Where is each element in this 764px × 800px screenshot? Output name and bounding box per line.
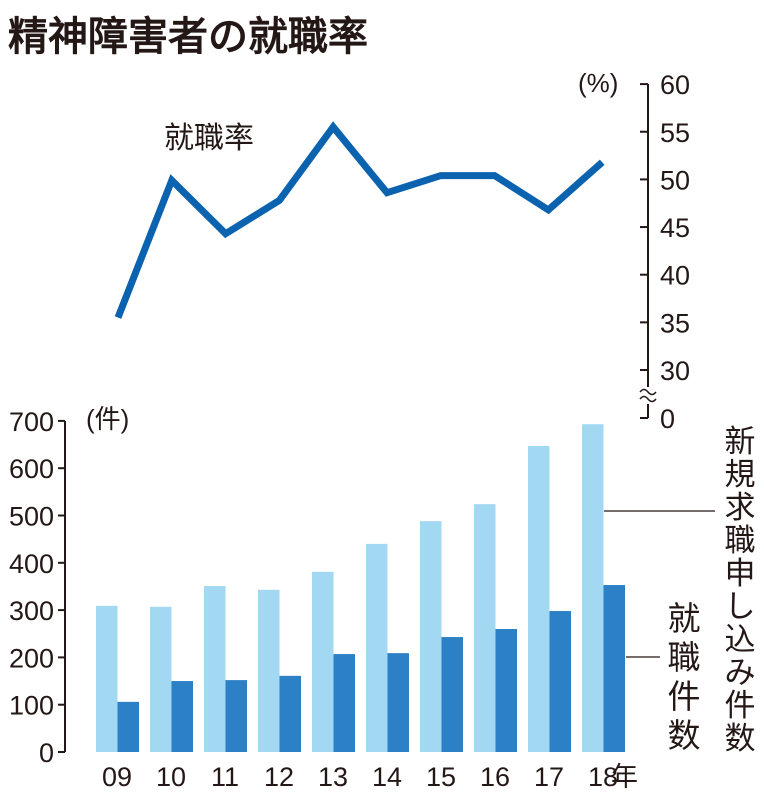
line-y-tick-label: 0: [660, 404, 675, 434]
chart-title: 精神障害者の就職率: [8, 15, 368, 59]
bar-applications: [474, 504, 496, 752]
axis-break-icon: [639, 388, 657, 403]
legend-applications-char: し: [725, 589, 756, 624]
legend-applications-char: 込: [725, 622, 756, 657]
legend-applications-char: 数: [725, 721, 756, 756]
bar-y-tick-label: 300: [9, 596, 54, 626]
line-y-tick-label: 60: [660, 70, 690, 100]
bar-y-tick-label: 500: [9, 502, 54, 532]
x-tick-label: 11: [211, 762, 239, 792]
legend-employment-char: 職: [668, 639, 701, 676]
line-y-tick-label: 40: [660, 261, 690, 291]
x-tick-label: 14: [372, 762, 402, 792]
legend-applications-char: 規: [725, 457, 756, 492]
legend-employment-char: 数: [668, 717, 701, 754]
bar-y-tick-label: 600: [9, 454, 54, 484]
bar-employment: [333, 654, 355, 752]
bar-applications: [366, 543, 388, 752]
line-y-tick-label: 35: [660, 308, 690, 338]
legend-applications-char: 職: [725, 523, 756, 558]
employment-rate-line: [114, 121, 605, 319]
line-y-tick-label: 30: [660, 356, 690, 386]
bar-employment: [387, 653, 409, 752]
bar-applications: [528, 445, 550, 752]
x-tick-label: 12: [264, 762, 294, 792]
bar-y-tick-label: 700: [9, 407, 54, 437]
bar-y-tick-label: 200: [9, 643, 54, 673]
bar-applications: [420, 521, 442, 752]
legend-applications-char: 件: [725, 688, 756, 723]
bar-employment: [171, 681, 193, 752]
bar-unit-label: (件): [86, 404, 129, 434]
legend-applications-char: 求: [725, 490, 756, 525]
bar-applications: [96, 605, 118, 752]
bar-employment: [495, 629, 517, 752]
x-tick-label: 18: [588, 762, 618, 792]
bar-applications: [204, 585, 226, 752]
x-tick-label: 16: [480, 762, 510, 792]
x-tick-label: 10: [156, 762, 186, 792]
x-tick-label: 17: [534, 762, 564, 792]
bar-applications: [258, 589, 280, 752]
bar-applications: [312, 571, 334, 752]
bar-employment: [441, 637, 463, 752]
line-unit-label: (%): [578, 68, 618, 98]
bar-applications: [582, 424, 604, 752]
bar-employment: [603, 585, 625, 752]
bar-y-tick-label: 0: [39, 738, 54, 768]
line-y-tick-label: 45: [660, 213, 690, 243]
legend-employment-char: 件: [668, 678, 701, 715]
line-y-tick-label: 55: [660, 118, 690, 148]
x-tick-label: 13: [318, 762, 348, 792]
bar-employment: [117, 701, 139, 752]
legend-applications-char: 新: [725, 424, 756, 459]
line-series-label: 就職率: [164, 122, 254, 155]
bar-employment: [225, 680, 247, 752]
x-suffix-label: 年: [611, 762, 638, 792]
bar-employment: [279, 675, 301, 752]
x-tick-label: 15: [426, 762, 456, 792]
legend-applications-char: 申: [725, 556, 756, 591]
x-tick-label: 09: [102, 762, 132, 792]
legend-employment-char: 就: [668, 600, 701, 637]
bar-employment: [549, 611, 571, 752]
bar-applications: [150, 606, 172, 752]
legend-applications-char: み: [725, 655, 756, 690]
bar-y-tick-label: 400: [9, 549, 54, 579]
bar-y-tick-label: 100: [9, 691, 54, 721]
line-y-tick-label: 50: [660, 165, 690, 195]
